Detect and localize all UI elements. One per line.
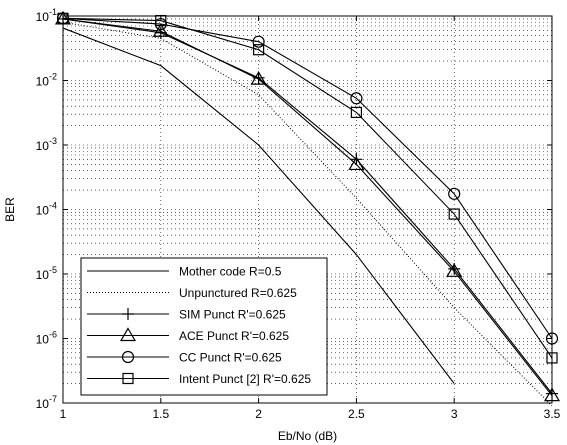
legend-label: SIM Punct R'=0.625 xyxy=(179,308,286,322)
data-point xyxy=(253,44,265,56)
series-line xyxy=(62,18,553,396)
legend-marker xyxy=(121,350,135,364)
legend: Mother code R=0.5 Unpunctured R=0.625 SIM … xyxy=(80,257,328,396)
y-tick-label: 10-5 xyxy=(36,265,57,282)
legend-item: Intent Punct [2] R'=0.625 xyxy=(87,372,311,386)
legend-item: SIM Punct R'=0.625 xyxy=(87,308,286,322)
data-point xyxy=(152,23,169,37)
series-line xyxy=(62,27,455,384)
y-axis-label: BER xyxy=(3,197,17,222)
data-point xyxy=(350,92,363,105)
axis-ticks: 1 1.5 2 2.5 3 3.5 10-1 10-2 10-3 10-4 10-5 10-6 10-7 xyxy=(36,7,561,421)
legend-label: Intent Punct [2] R'=0.625 xyxy=(179,372,311,386)
data-point xyxy=(252,35,265,48)
data-point xyxy=(348,156,365,171)
x-tick-label: 3.5 xyxy=(544,407,561,421)
x-tick-label: 1 xyxy=(60,407,67,421)
legend-item: CC Punct R'=0.625 xyxy=(87,351,282,365)
data-point xyxy=(250,70,267,85)
legend-item: ACE Punct R'=0.625 xyxy=(87,327,289,343)
legend-label: ACE Punct R'=0.625 xyxy=(179,329,289,343)
data-point xyxy=(350,153,363,166)
y-tick-label: 10-2 xyxy=(36,72,57,89)
legend-box xyxy=(80,257,328,396)
series-line xyxy=(62,17,553,339)
x-tick-label: 2 xyxy=(255,407,262,421)
x-axis-label: Eb/No (dB) xyxy=(278,429,337,443)
x-tick-label: 1.5 xyxy=(152,407,169,421)
legend-item: Unpunctured R=0.625 xyxy=(87,286,297,300)
series-1 xyxy=(62,27,455,384)
y-tick-label: 10-1 xyxy=(36,7,57,24)
legend-item: Mother code R=0.5 xyxy=(87,265,282,279)
series-line xyxy=(62,18,553,394)
y-tick-label: 10-4 xyxy=(36,201,57,218)
x-tick-label: 3 xyxy=(451,407,458,421)
y-tick-label: 10-7 xyxy=(36,394,57,411)
legend-label: Mother code R=0.5 xyxy=(179,265,282,279)
legend-marker xyxy=(119,327,137,342)
plot-frame xyxy=(62,15,553,404)
y-tick-label: 10-6 xyxy=(36,330,57,347)
legend-label: CC Punct R'=0.625 xyxy=(179,351,282,365)
series-line xyxy=(62,17,553,359)
legend-marker xyxy=(122,308,134,320)
x-tick-label: 2.5 xyxy=(348,407,365,421)
data-point xyxy=(350,106,362,119)
data-point xyxy=(448,208,460,220)
data-point xyxy=(446,263,463,277)
y-tick-label: 10-3 xyxy=(36,136,57,153)
legend-marker xyxy=(122,372,134,385)
data-point xyxy=(448,187,461,200)
legend-label: Unpunctured R=0.625 xyxy=(179,286,297,300)
